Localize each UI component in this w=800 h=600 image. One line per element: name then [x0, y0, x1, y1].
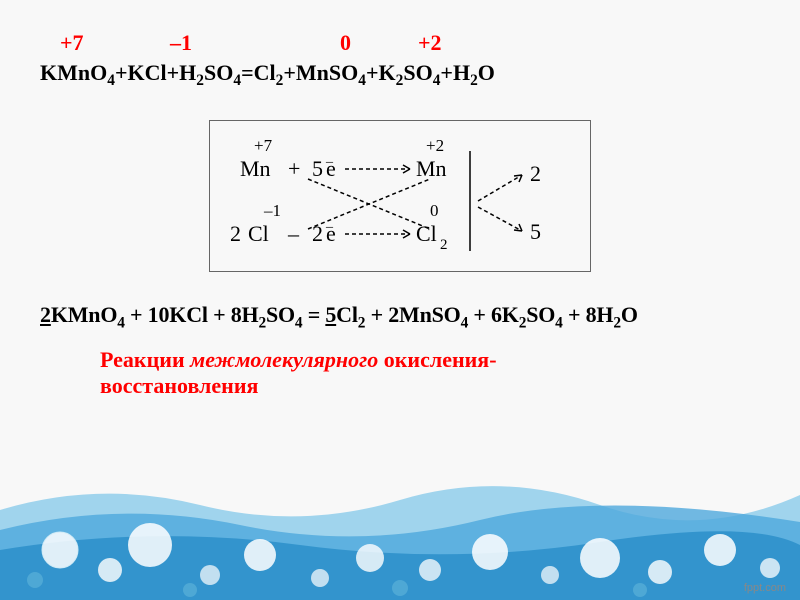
eq-token: H2 [453, 60, 478, 90]
caption-italic: межмолекулярного [190, 347, 378, 372]
balanced-token: = [302, 302, 325, 327]
eq-token: Mn [296, 60, 329, 86]
balanced-token: Cl2 [336, 302, 365, 327]
eq-token: H2 [179, 60, 204, 90]
oxidation-states-row: +7–10+2 [40, 30, 760, 56]
caption-line2: восстановления [100, 373, 258, 398]
balanced-equation: 2KMnO4 + 10KCl + 8H2SO4 = 5Cl2 + 2MnSO4 … [40, 302, 760, 332]
balanced-token: 5 [325, 302, 336, 327]
eq-token: K [128, 60, 145, 86]
eq-token: Mn [57, 60, 90, 86]
balanced-token: 2 [40, 302, 51, 327]
coeff-2: 2 [530, 161, 541, 186]
eq-token: O [478, 60, 495, 86]
eq-token: + [366, 60, 379, 86]
eq-token: S [403, 60, 415, 86]
eq-token: O4 [90, 60, 115, 90]
eq-token: = [241, 60, 254, 86]
water-decoration [0, 450, 800, 600]
mn-left: Mn [240, 156, 271, 181]
eq-token: O4 [216, 60, 241, 90]
balanced-token: KMnO4 [51, 302, 125, 327]
eq-token: + [283, 60, 296, 86]
eq-token: O4 [341, 60, 366, 90]
eq-token: S [204, 60, 216, 86]
eq-token: + [115, 60, 128, 86]
oxidation-state: +7 [60, 30, 170, 56]
oxidation-state: +2 [418, 30, 478, 56]
eq-token: + [440, 60, 453, 86]
balanced-token: + 10KCl + 8H2 [125, 302, 266, 327]
balanced-token: O [621, 302, 638, 327]
balanced-token: + 6K2 [468, 302, 526, 327]
mn-right-ox: +2 [426, 136, 444, 155]
e1-coeff: 5 [312, 156, 323, 181]
coeff-5: 5 [530, 219, 541, 244]
cl-right-ox: 0 [430, 201, 439, 220]
balanced-token: SO4 [266, 302, 302, 327]
cross-r2 [478, 207, 522, 231]
oxidation-state: 0 [340, 30, 418, 56]
cl-right-sub: 2 [440, 237, 448, 253]
plus-sign: + [288, 156, 300, 181]
eq-token: O4 [416, 60, 441, 90]
footer-credit: fppt.com [744, 582, 786, 594]
mn-left-ox: +7 [254, 136, 273, 155]
cross-r1 [478, 175, 522, 201]
unbalanced-equation: KMnO4 + KCl + H2SO4 = Cl2 + MnSO4 + K2SO… [40, 60, 760, 90]
e1-sym: e [326, 156, 336, 181]
eq-token: Cl [145, 60, 167, 86]
eq-token: + [167, 60, 180, 86]
eq-token: K2 [379, 60, 404, 90]
cl-left-ox: –1 [263, 201, 281, 220]
caption-suffix1: окисления- [378, 347, 496, 372]
minus-sign: – [287, 221, 300, 246]
eq-token: K [40, 60, 57, 86]
reaction-type-caption: Реакции межмолекулярного окисления- восс… [100, 347, 760, 400]
caption-prefix: Реакции [100, 347, 190, 372]
cl-left: Cl [248, 221, 269, 246]
cl-left-coeff: 2 [230, 221, 241, 246]
balanced-token: + 2MnSO4 [365, 302, 468, 327]
eq-token: S [329, 60, 341, 86]
mn-right: Mn [416, 156, 447, 181]
balanced-token: SO4 [526, 302, 562, 327]
eq-token: Cl2 [254, 60, 284, 90]
oxidation-state: –1 [170, 30, 340, 56]
electron-balance-diagram: +7 Mn + 5 _ e +2 Mn 2 –1 Cl – 2 _ e 0 Cl… [209, 120, 591, 272]
e2-sym: e [326, 221, 336, 246]
balanced-token: + 8H2 [563, 302, 621, 327]
